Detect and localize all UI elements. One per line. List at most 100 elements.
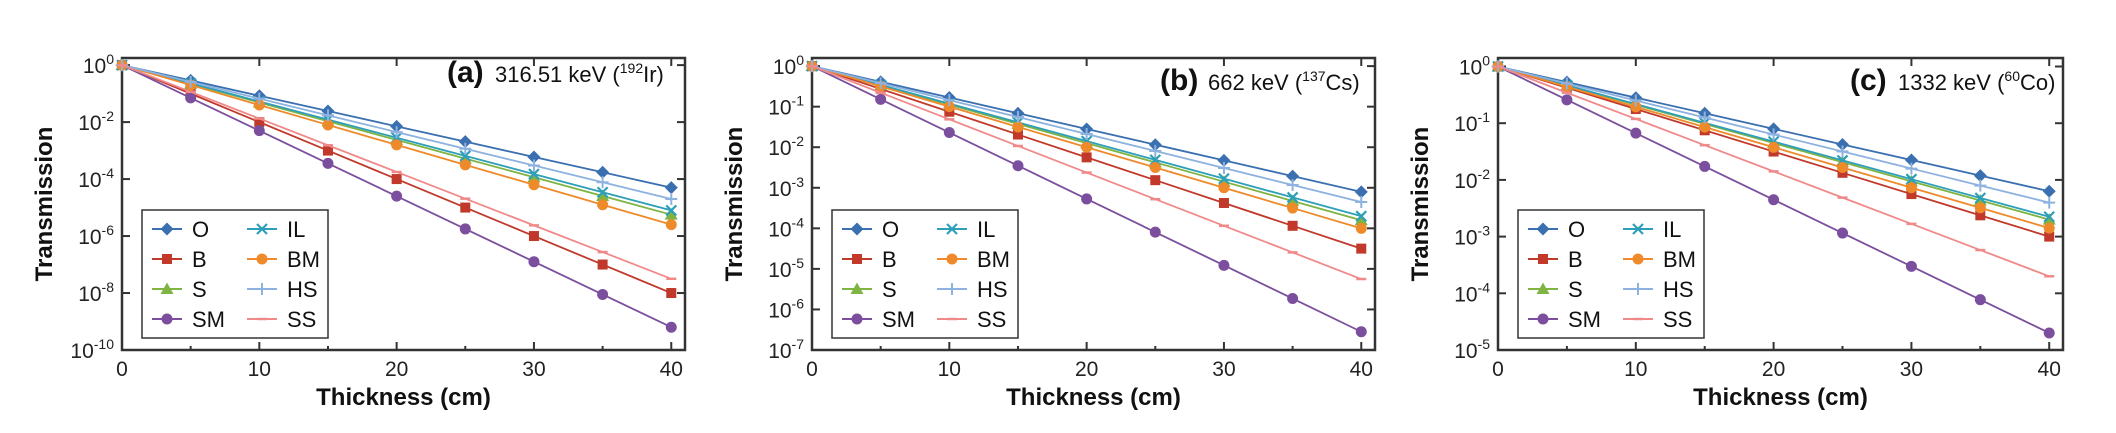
data-point: [1354, 213, 1368, 226]
y-tick-label: 100: [773, 52, 804, 79]
data-point: [1630, 101, 1642, 113]
data-point: [1906, 189, 1917, 200]
data-point: [1287, 220, 1298, 231]
y-tick-label: 10-4: [1454, 279, 1490, 306]
legend-item-IL: IL: [247, 217, 305, 242]
legend-marker: [1632, 253, 1644, 265]
series-SM: [116, 59, 677, 333]
legend-label: B: [1568, 247, 1583, 272]
legend-label: IL: [287, 217, 305, 242]
panel-energy: 316.51 keV (192Ir): [495, 60, 664, 87]
data-point: [1836, 137, 1850, 151]
x-tick-label: 40: [660, 358, 683, 381]
y-tick-label: 100: [83, 51, 114, 78]
data-point: [1629, 94, 1642, 107]
data-point: [874, 77, 887, 90]
legend-marker: [256, 283, 268, 295]
legend-label: SS: [1663, 307, 1692, 332]
data-point: [321, 109, 334, 122]
legend-marker: [852, 254, 862, 264]
x-tick-label: 30: [1212, 358, 1235, 381]
legend-marker: [1632, 223, 1644, 235]
data-point: [1287, 293, 1299, 305]
data-point: [2043, 210, 2055, 223]
legend-box: [1517, 209, 1705, 339]
y-tick-label: 100: [1459, 53, 1490, 80]
legend-marker: [1632, 283, 1644, 295]
data-point: [1081, 141, 1093, 153]
x-tick-label: 0: [806, 358, 818, 381]
y-tick-label: 10-4: [78, 165, 114, 192]
data-point: [390, 126, 403, 139]
legend-item-O: O: [842, 217, 899, 242]
data-point: [528, 168, 540, 180]
data-point: [1904, 153, 1918, 167]
y-tick-label: 10-6: [78, 222, 114, 249]
data-point: [1905, 182, 1917, 194]
data-point: [1973, 169, 1987, 183]
data-point: [1356, 243, 1367, 254]
data-point: [1975, 210, 1986, 221]
y-tick-label: 10-4: [768, 214, 804, 241]
data-point: [1218, 182, 1230, 194]
data-point: [1905, 162, 1918, 175]
legend-item-SM: SM: [1528, 307, 1601, 332]
data-point: [1698, 111, 1711, 124]
data-point: [596, 189, 610, 201]
data-point: [1905, 260, 1917, 272]
data-point: [943, 94, 956, 107]
data-point: [1081, 152, 1092, 163]
data-point: [1974, 192, 1987, 204]
x-tick-label: 20: [1075, 358, 1098, 381]
x-tick-label: 40: [1350, 358, 1373, 381]
x-tick-label: 10: [248, 358, 271, 381]
data-point: [253, 125, 265, 137]
legend-marker: [160, 222, 174, 236]
legend-item-HS: HS: [247, 277, 318, 302]
x-tick-label: 10: [1624, 358, 1647, 381]
legend-marker: [850, 222, 864, 236]
data-point: [1218, 197, 1229, 208]
legend-label: SM: [882, 307, 915, 332]
data-point: [596, 176, 609, 189]
legend-label: IL: [1663, 217, 1681, 242]
y-axis-title: Transmission: [31, 127, 58, 282]
y-axis-title: Transmission: [1407, 127, 1434, 282]
legend-label: O: [192, 217, 209, 242]
data-point: [2043, 327, 2055, 339]
data-point: [1630, 127, 1642, 139]
series-SS: [1493, 65, 2055, 278]
plot-frame: [810, 56, 1377, 352]
data-point: [1699, 121, 1711, 133]
legend-label: B: [192, 247, 207, 272]
data-point: [1150, 175, 1161, 186]
data-point: [528, 179, 540, 191]
y-tick-label: 10-2: [78, 108, 114, 135]
legend-label: S: [1568, 277, 1583, 302]
y-axis-title: Transmission: [721, 127, 748, 282]
y-tick-label: 10-2: [768, 133, 804, 160]
data-point: [1217, 162, 1230, 175]
panel-energy: 662 keV (137Cs): [1208, 68, 1360, 95]
chart-panel-2: 0 10 20 30 40 100 10-1 10-2 10-3 10-4 10-5 10-6 10-7…: [721, 52, 1377, 411]
x-tick-label: 20: [385, 358, 408, 381]
legend-item-S: S: [152, 277, 207, 302]
data-point: [597, 259, 608, 270]
data-point: [528, 231, 539, 242]
data-point: [1011, 111, 1024, 124]
data-point: [184, 75, 197, 88]
data-point: [1837, 162, 1849, 173]
y-tick-label: 10-1: [1454, 109, 1490, 136]
data-point: [596, 165, 610, 179]
legend-marker: [1536, 222, 1550, 236]
plot-frame: [120, 56, 687, 352]
data-point: [528, 256, 540, 268]
data-point: [254, 117, 265, 128]
data-point: [1286, 178, 1299, 191]
data-point: [1012, 160, 1024, 172]
data-point: [2042, 213, 2056, 225]
data-point: [1560, 77, 1573, 90]
data-point: [2042, 184, 2056, 198]
data-point: [459, 142, 472, 155]
